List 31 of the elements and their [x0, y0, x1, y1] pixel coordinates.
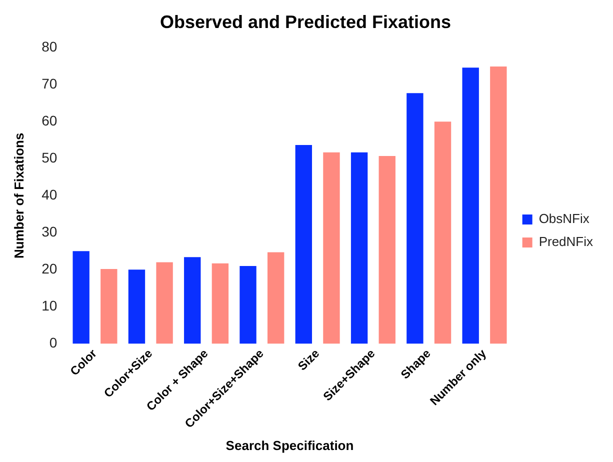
y-tick-label: 0	[49, 334, 58, 351]
y-tick-label: 50	[42, 150, 58, 166]
bar	[156, 262, 173, 344]
bar	[240, 266, 256, 344]
chart-title: Observed and Predicted Fixations	[160, 12, 452, 32]
bar	[128, 270, 146, 344]
legend-label: PredNFix	[538, 234, 594, 250]
y-tick-label: 60	[42, 112, 58, 128]
bar	[184, 257, 201, 344]
x-axis-title: Search Specification	[226, 438, 354, 453]
y-tick-label: 20	[42, 260, 58, 277]
bar	[267, 252, 284, 344]
bar	[100, 268, 118, 344]
bar	[490, 66, 507, 344]
bar	[378, 156, 396, 344]
bar	[406, 93, 424, 344]
y-tick-label: 40	[42, 186, 58, 203]
bar	[323, 152, 340, 344]
bar	[72, 251, 90, 344]
bar	[295, 144, 312, 344]
bar	[462, 68, 479, 344]
x-tick-label: Size	[295, 346, 322, 374]
bar	[434, 122, 452, 344]
y-tick-label: 30	[42, 224, 58, 240]
bar	[212, 263, 229, 344]
y-tick-label: 10	[42, 298, 58, 314]
legend-label: ObsNFix	[538, 211, 590, 226]
bar	[350, 152, 368, 344]
y-tick-label: 80	[42, 38, 58, 54]
y-axis-title: Number of Fixations	[11, 132, 26, 258]
y-tick-label: 70	[42, 75, 58, 92]
